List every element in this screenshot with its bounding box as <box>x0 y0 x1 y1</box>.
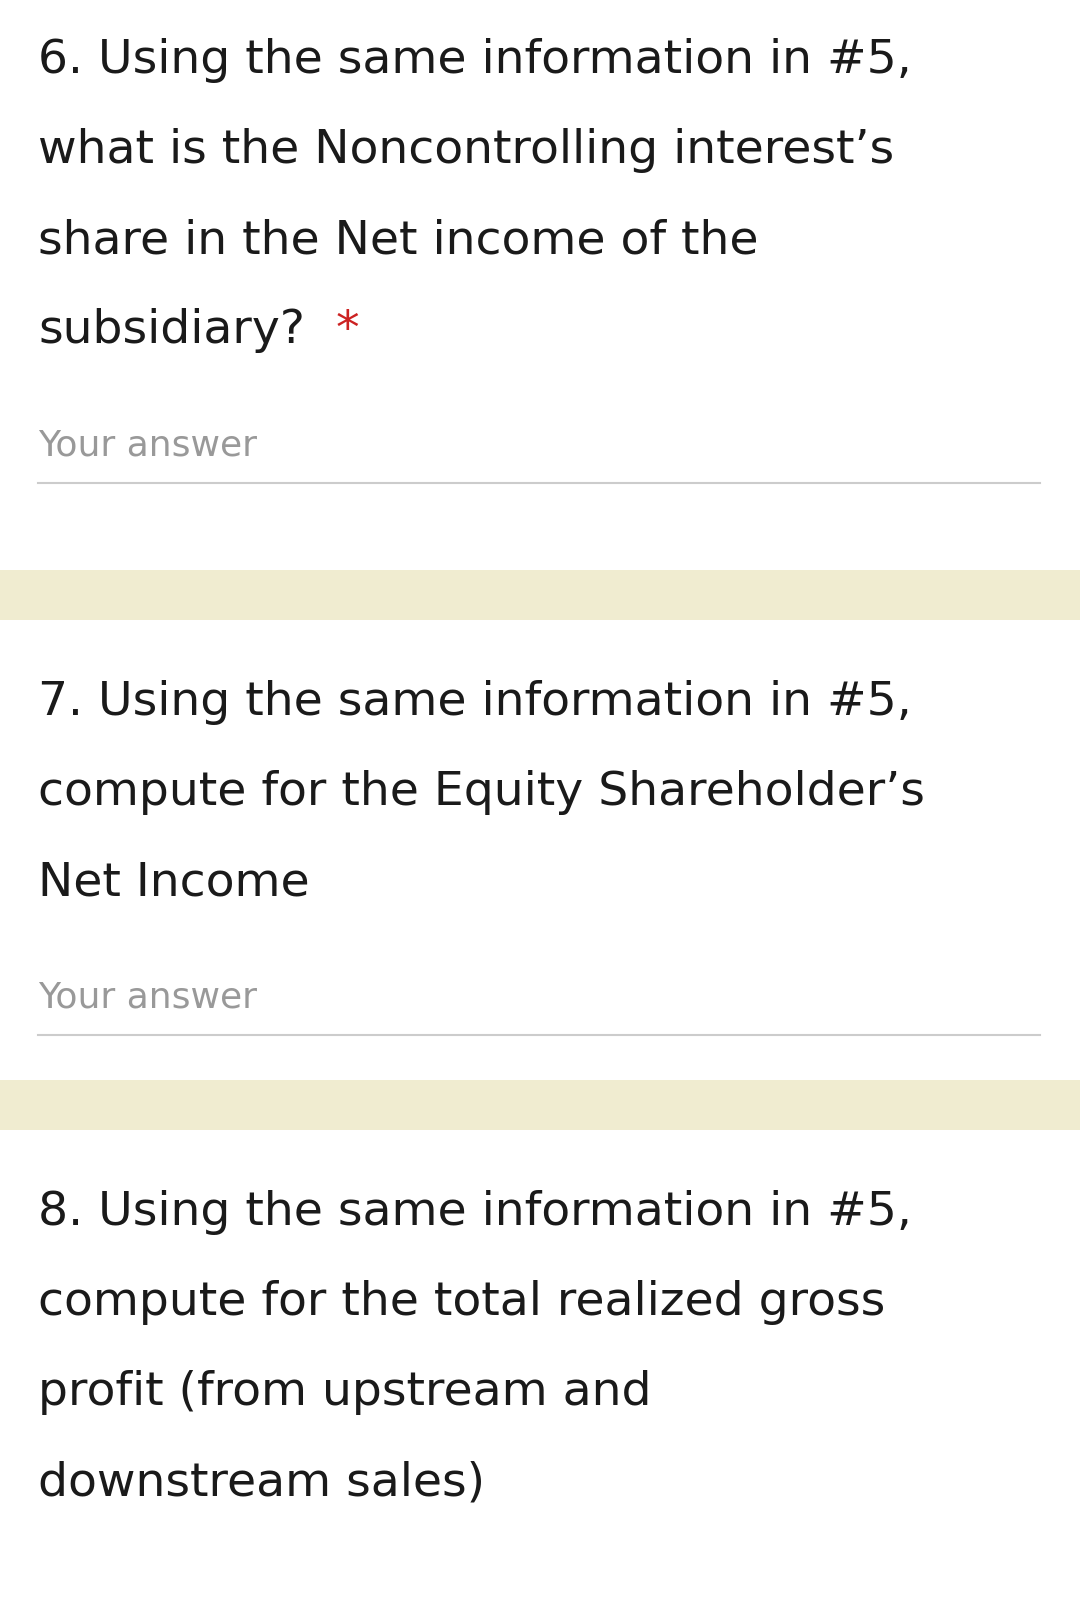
Text: Your answer: Your answer <box>38 981 257 1014</box>
Text: share in the Net income of the: share in the Net income of the <box>38 218 758 264</box>
Text: 7. Using the same information in #5,: 7. Using the same information in #5, <box>38 680 912 725</box>
Text: what is the Noncontrolling interest’s: what is the Noncontrolling interest’s <box>38 128 894 173</box>
Text: profit (from upstream and: profit (from upstream and <box>38 1370 651 1416</box>
Text: subsidiary?: subsidiary? <box>38 307 305 353</box>
Bar <box>0 570 1080 620</box>
Text: compute for the Equity Shareholder’s: compute for the Equity Shareholder’s <box>38 770 924 815</box>
Text: *: * <box>336 307 360 353</box>
Text: 6. Using the same information in #5,: 6. Using the same information in #5, <box>38 37 912 83</box>
Text: compute for the total realized gross: compute for the total realized gross <box>38 1280 886 1325</box>
Text: Net Income: Net Income <box>38 861 310 904</box>
Bar <box>0 1079 1080 1129</box>
Text: downstream sales): downstream sales) <box>38 1459 485 1505</box>
Text: 8. Using the same information in #5,: 8. Using the same information in #5, <box>38 1189 912 1235</box>
Text: Your answer: Your answer <box>38 429 257 463</box>
